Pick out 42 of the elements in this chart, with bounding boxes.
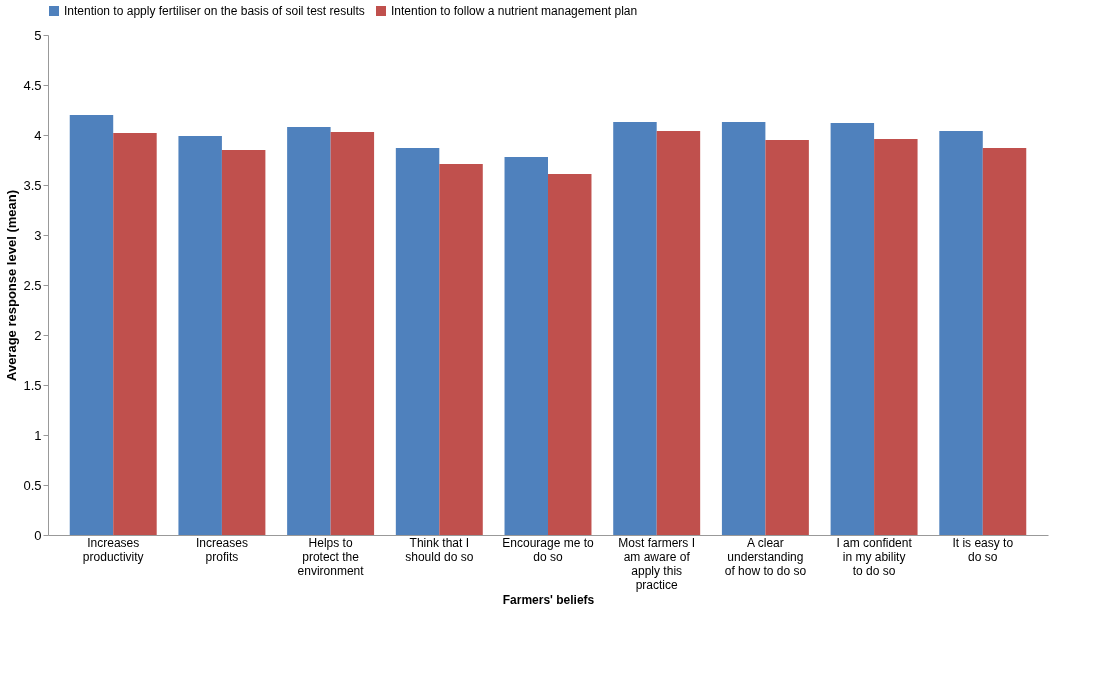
y-tick-label: 2.5 <box>23 277 42 293</box>
legend-label: Intention to apply fertiliser on the basis of soil test results <box>64 4 365 18</box>
bar <box>830 123 875 535</box>
y-tick-label: 0.5 <box>23 477 42 493</box>
y-tick-label: 3 <box>34 227 42 243</box>
x-tick-label: I am confident in my ability to do so <box>836 535 913 578</box>
bar <box>221 150 266 535</box>
y-tick-label: 3.5 <box>23 177 42 193</box>
bar <box>178 136 222 535</box>
bar <box>548 174 592 535</box>
y-tick-label: 0 <box>34 527 42 543</box>
y-tick-label: 4.5 <box>23 77 42 93</box>
bar <box>439 164 483 535</box>
y-tick-label: 4 <box>34 127 42 143</box>
bar <box>69 115 114 535</box>
y-tick-label: 5 <box>34 27 42 43</box>
x-tick-label: Increases productivity <box>82 535 144 564</box>
y-tick-label: 2 <box>34 327 42 343</box>
bar <box>939 131 983 535</box>
bar <box>874 139 918 535</box>
bar <box>330 132 375 535</box>
y-axis-title: Average response level (mean) <box>4 190 20 381</box>
bar <box>656 131 701 535</box>
x-tick-label: Most farmers I am aware of apply this practice <box>618 535 696 592</box>
bar <box>765 140 809 535</box>
x-tick-label: Think that I should do so <box>405 535 474 564</box>
x-axis-title: Farmers' beliefs <box>502 592 595 607</box>
bar <box>287 127 331 535</box>
y-tick-label: 1.5 <box>23 377 42 393</box>
bar <box>982 148 1027 535</box>
x-tick-label: A clear understanding of how to do so <box>724 535 807 578</box>
y-tick-label: 1 <box>34 427 42 443</box>
bar <box>504 157 548 535</box>
x-tick-label: Encourage me to do so <box>502 535 595 564</box>
bar <box>113 133 157 535</box>
bar <box>395 148 440 535</box>
legend-label: Intention to follow a nutrient management plan <box>391 4 638 18</box>
x-tick-label: It is easy to do so <box>952 535 1014 564</box>
x-tick-label: Helps to protect the environment <box>297 535 365 578</box>
bar <box>721 122 766 535</box>
x-tick-label: Increases profits <box>195 535 248 564</box>
bar <box>613 122 657 535</box>
